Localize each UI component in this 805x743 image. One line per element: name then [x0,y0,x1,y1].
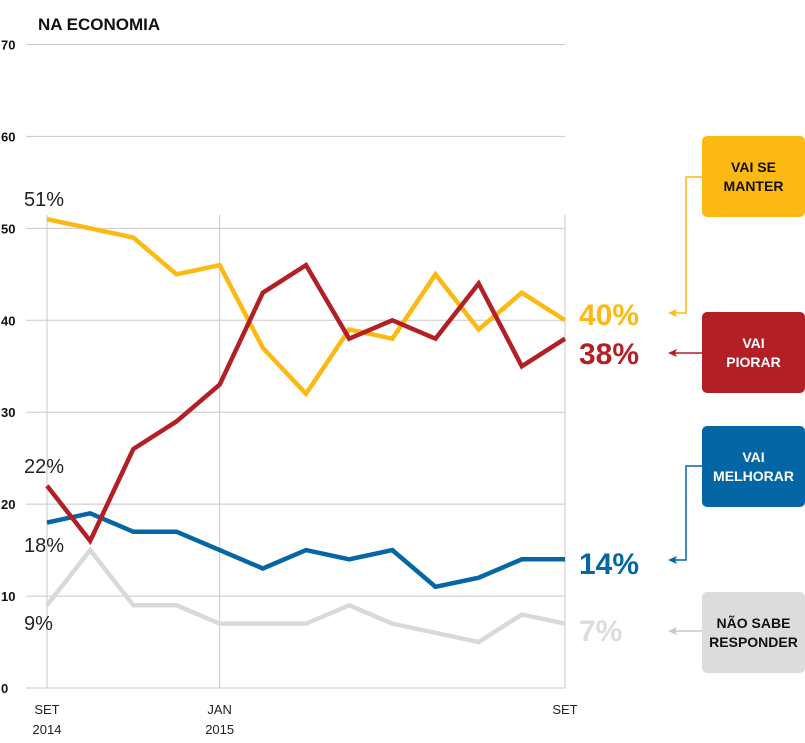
y-tick-label: 70 [1,38,15,53]
y-tick-label: 20 [1,497,15,512]
connector-line [674,176,702,314]
x-tick-label: JAN [207,702,232,717]
legend-label: VAI MELHORAR [713,448,794,486]
arrow-icon [668,556,677,564]
arrow-icon [668,627,677,635]
x-tick-label: SET [34,702,59,717]
legend-item: VAI MELHORAR [702,426,805,507]
y-tick-label: 60 [1,129,15,144]
arrow-icon [668,349,677,357]
y-tick-label: 10 [1,589,15,604]
y-axis-ticks: 0 10 20 30 40 50 60 70 [1,38,15,697]
connector-line [674,465,702,561]
legend-label-line: MELHORAR [713,467,794,484]
x-tick-label: SET [552,702,577,717]
start-value-label: 22% [24,456,64,478]
series-line-0 [46,216,567,398]
series-lines [45,216,567,645]
start-value-label: 18% [24,535,64,557]
legend-label-line: VAI [742,334,765,351]
x-tick-label: 2014 [33,722,62,737]
series-line-2 [46,510,565,590]
series-line-1 [45,261,567,546]
series-line-3 [45,546,566,645]
end-value-label: 7% [579,615,622,648]
legend-item: VAI PIORAR [702,312,805,393]
legend-label-line: VAI [742,448,765,465]
legend-label: NÃO SABE RESPONDER [709,614,798,652]
end-value-label: 38% [579,338,639,371]
gridlines [26,44,566,689]
start-value-label: 51% [24,189,64,211]
end-value-label: 40% [579,299,639,332]
y-tick-label: 30 [1,405,15,420]
legend-connectors [668,176,702,635]
legend-label-line: NÃO SABE [716,614,791,631]
legend-label: VAI PIORAR [726,334,780,372]
end-value-label: 14% [579,548,639,581]
chart-title: NA ECONOMIA [38,15,160,34]
legend-label-line: VAI SE [731,158,776,175]
series-labels: 51% 22% 18% 9% 40% 38% 14% 7% [24,189,639,648]
start-value-label: 9% [24,613,53,635]
legend-item: VAI SE MANTER [702,136,805,217]
arrow-icon [668,309,677,317]
legend-label-line: PIORAR [726,353,781,370]
legend-label-line: MANTER [723,177,784,194]
legend-label-line: RESPONDER [709,633,798,650]
x-tick-label: 2015 [205,722,234,737]
x-axis-ticks: SET 2014 JAN 2015 SET [33,702,578,737]
legend-label: VAI SE MANTER [724,158,784,196]
legend-item: NÃO SABE RESPONDER [702,592,805,673]
y-tick-label: 40 [1,313,15,328]
y-tick-label: 0 [1,681,8,696]
y-tick-label: 50 [1,221,15,236]
